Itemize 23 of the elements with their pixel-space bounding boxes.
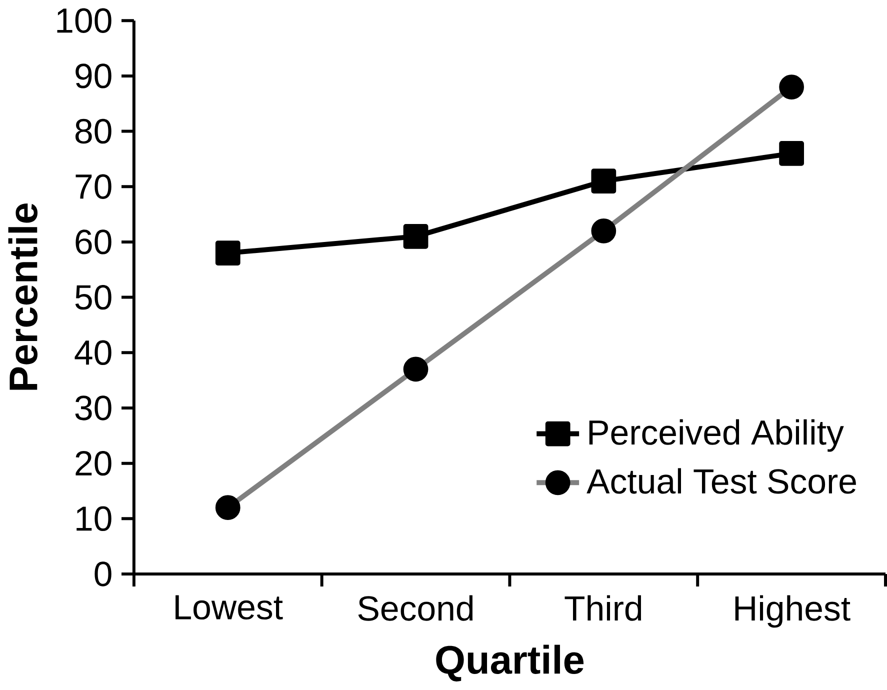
y-tick-label: 10 [76, 506, 112, 532]
y-tick-label: 80 [75, 119, 112, 144]
point [591, 168, 616, 194]
x-axis-title: Quartile [436, 644, 584, 682]
legend-label: Perceived Ability [589, 419, 844, 452]
y-tick-label: 0 [94, 562, 112, 586]
y-tick-label: 20 [76, 451, 112, 476]
y-axis-title: Percentile [8, 204, 38, 390]
y-tick-label: 50 [75, 285, 112, 310]
y-tick-label: 30 [75, 396, 112, 420]
point [215, 240, 240, 266]
x-tick-label: Third [564, 595, 642, 621]
x-tick-label: Second [358, 595, 473, 621]
y-tick-label: 70 [76, 174, 112, 200]
x-tick-label: Lowest [176, 595, 283, 620]
y-tick-label: 100 [57, 8, 112, 34]
x-tick-label: Highest [735, 595, 850, 628]
y-tick-label: 60 [76, 230, 112, 254]
point [403, 224, 428, 250]
y-tick-label: 40 [74, 340, 112, 366]
y-tick-label: 90 [76, 64, 112, 88]
legend-label: Actual Test Score [586, 468, 856, 494]
point [779, 141, 804, 166]
